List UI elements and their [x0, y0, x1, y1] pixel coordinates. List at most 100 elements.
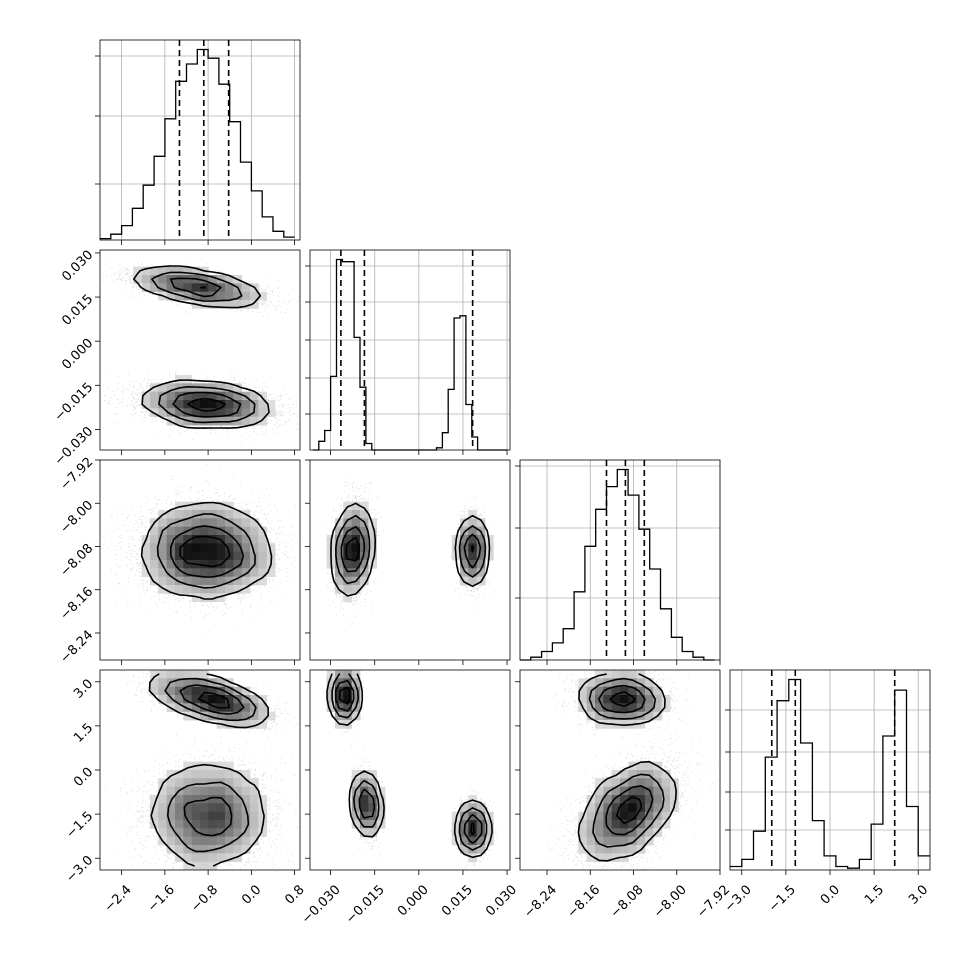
density-cell	[628, 670, 637, 679]
density-cell	[141, 568, 151, 577]
density-cell	[636, 820, 646, 829]
density-cell	[183, 695, 192, 704]
density-cell	[258, 828, 267, 837]
density-cell	[368, 778, 377, 787]
density-cell	[485, 820, 494, 829]
density-cell	[258, 568, 267, 577]
density-cell	[595, 845, 604, 854]
histogram-bar	[100, 48, 295, 240]
y-tick-label: −1.5	[63, 809, 96, 842]
density-cell	[166, 568, 176, 577]
density-cell	[208, 576, 217, 586]
density-cell	[241, 400, 251, 409]
density-cell	[175, 416, 184, 426]
density-cell	[250, 416, 259, 426]
density-cell	[360, 803, 369, 812]
density-cell	[343, 510, 352, 519]
density-cell	[360, 828, 369, 837]
density-cell	[241, 560, 251, 569]
panel-content	[326, 670, 499, 870]
density-cell	[460, 836, 469, 846]
contour-line	[140, 501, 273, 600]
density-cell	[200, 686, 209, 696]
density-cell	[578, 678, 587, 687]
density-cell	[476, 535, 486, 544]
density-cell	[250, 568, 259, 577]
density-cell	[225, 678, 234, 687]
density-cell	[225, 383, 234, 392]
density-cell	[225, 391, 234, 401]
density-cell	[233, 291, 242, 301]
density-cell	[611, 795, 621, 804]
density-cell	[335, 551, 344, 561]
density-cell	[628, 820, 637, 829]
density-cell	[351, 820, 361, 829]
density-cell	[603, 703, 612, 712]
density-cell	[636, 811, 646, 821]
density-cell	[360, 501, 369, 511]
density-cell	[611, 703, 621, 712]
density-cell	[175, 795, 184, 804]
density-cell	[368, 828, 377, 837]
density-cell	[200, 811, 209, 821]
density-cell	[351, 551, 361, 561]
density-cell	[636, 778, 646, 787]
density-cell	[595, 686, 604, 696]
density-cell	[258, 416, 267, 426]
density-cell	[258, 811, 267, 821]
density-cell	[200, 568, 209, 577]
density-cell	[451, 820, 461, 829]
pair-panel-3-0	[95, 669, 301, 875]
density-cell	[586, 695, 596, 704]
density-cell	[628, 811, 637, 821]
density-cell	[216, 576, 226, 586]
density-cell	[191, 391, 201, 401]
density-cell	[351, 686, 361, 696]
density-cell	[595, 820, 604, 829]
density-cell	[241, 568, 251, 577]
pair-panel-1-0	[95, 249, 301, 455]
panel-frame	[99, 459, 301, 661]
density-cell	[166, 291, 176, 301]
density-cell	[628, 678, 637, 687]
density-cell	[233, 560, 242, 569]
plot-layer: −2.4 −1.6 −0.8 0.0 0.8−0.030 −0.015 0.000 0.015…	[52, 39, 931, 927]
density-cell	[183, 408, 192, 417]
density-cell	[603, 795, 612, 804]
density-cell	[216, 770, 226, 779]
density-cell	[250, 300, 259, 309]
contour-line	[609, 691, 642, 825]
density-cell	[191, 408, 201, 417]
density-cell	[191, 861, 201, 870]
density-cell	[343, 703, 352, 712]
density-cell	[208, 820, 217, 829]
density-cell	[611, 836, 621, 846]
density-cell	[250, 711, 259, 721]
density-cell	[208, 408, 217, 417]
density-cell	[241, 820, 251, 829]
density-cell	[200, 518, 209, 527]
density-cell	[335, 543, 344, 552]
density-cell	[611, 845, 621, 854]
density-cell	[250, 291, 259, 301]
density-cell	[200, 761, 209, 771]
y-tick-label: −8.16	[58, 584, 97, 623]
density-cell	[158, 400, 167, 409]
y-tick-label: 1.5	[71, 721, 96, 746]
density-cell	[233, 518, 242, 527]
density-cell	[175, 670, 184, 679]
density-cell	[578, 820, 587, 829]
density-cell	[225, 560, 234, 569]
density-cell	[175, 275, 184, 284]
density-cell	[241, 576, 251, 586]
density-cell	[250, 828, 259, 837]
density-cell	[233, 510, 242, 519]
density-cell	[225, 761, 234, 771]
density-cell	[468, 828, 477, 837]
density-cell	[468, 535, 477, 544]
density-cell	[208, 686, 217, 696]
density-cell	[360, 786, 369, 796]
density-cell	[175, 291, 184, 301]
density-cell	[191, 820, 201, 829]
density-cell	[183, 678, 192, 687]
